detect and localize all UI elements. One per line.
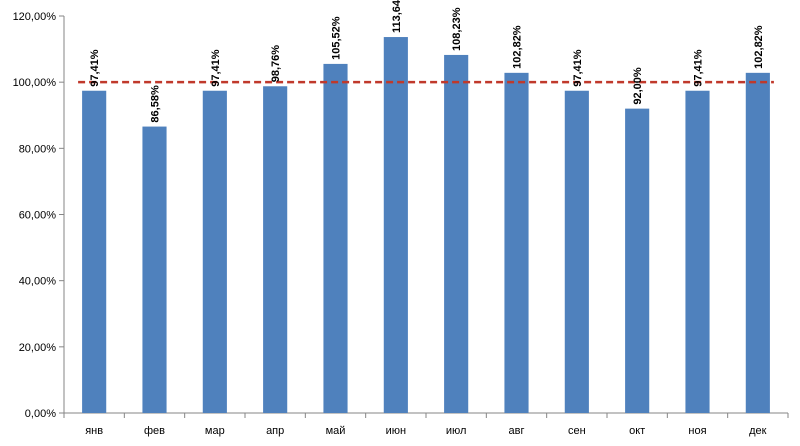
data-label: 98,76% [270,45,282,83]
data-label: 97,41% [572,49,584,87]
x-category-label: июн [386,425,406,437]
x-category-label: авг [509,425,525,437]
y-tick-label: 0,00% [25,408,56,420]
y-tick-label: 40,00% [19,276,57,288]
x-category-label: июл [446,425,467,437]
bar-10 [625,108,650,413]
bar-6 [383,37,408,413]
x-category-label: сен [568,425,586,437]
y-tick-label: 100,00% [13,77,57,89]
axes: 0,00% 20,00% 40,00% 60,00% 80,00% 100,00% 120,… [13,11,789,437]
data-label: 97,41% [210,49,222,87]
x-category-label: дек [749,425,767,437]
y-tick-label: 20,00% [19,342,57,354]
data-label: 97,41% [693,49,705,87]
bar-12 [745,72,770,414]
data-label: 86,58% [150,85,162,123]
data-labels: 97,41% 86,58% 97,41% 98,76% 105,52% 113,64% 10… [89,0,765,123]
data-label: 92,00% [632,67,644,105]
x-category-label: фев [144,425,165,437]
bar-2 [142,126,167,413]
y-tick-label: 60,00% [19,210,57,222]
x-category-label: апр [266,425,284,437]
bar-1 [82,90,107,413]
bar-3 [202,90,227,413]
bar-4 [263,86,288,414]
x-category-label: янв [85,425,103,437]
y-tick-label: 80,00% [19,143,57,155]
x-category-label: мар [205,425,225,437]
bar-5 [323,63,348,414]
bar-8 [504,72,529,414]
bar-11 [685,90,710,413]
data-label: 108,23% [451,7,463,51]
x-category-label: окт [629,425,645,437]
y-tick-label: 120,00% [13,11,57,23]
data-label: 113,64% [391,0,403,33]
bar-9 [564,90,589,413]
bar-7 [444,54,469,413]
x-category-label: ноя [688,425,706,437]
bars [82,37,770,414]
data-label: 97,41% [89,49,101,87]
data-label: 105,52% [331,16,343,60]
data-label: 102,82% [753,25,765,69]
data-label: 102,82% [512,25,524,69]
x-category-label: май [326,425,346,437]
